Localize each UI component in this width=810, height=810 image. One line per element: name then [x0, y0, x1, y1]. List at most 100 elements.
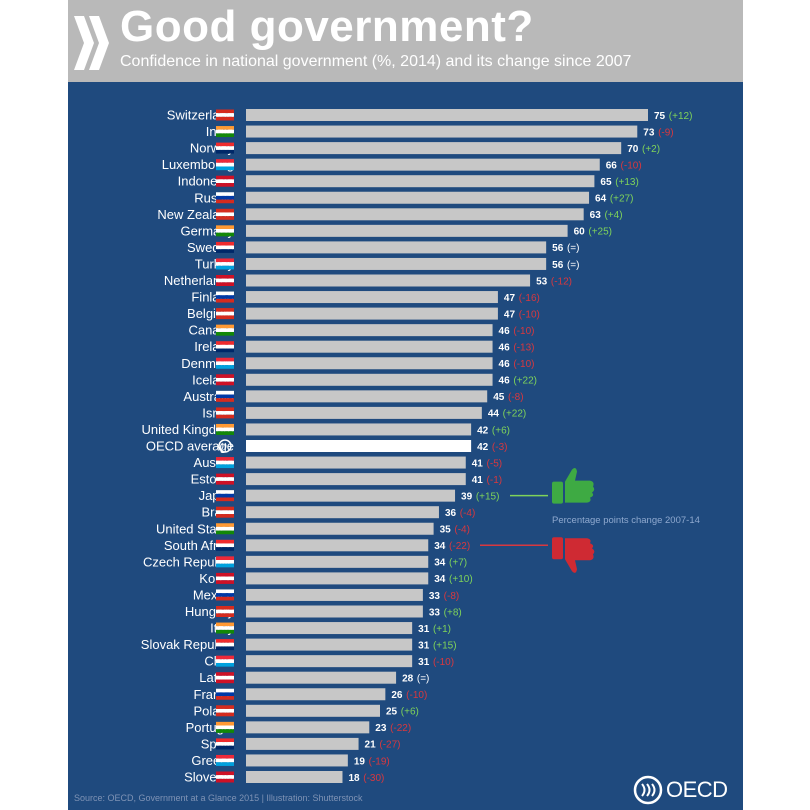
bar	[246, 340, 493, 353]
page-title: Good government?	[120, 2, 534, 51]
change-label: (=)	[567, 243, 580, 254]
infographic: Good government? Confidence in national …	[68, 0, 743, 810]
value-label: 60	[574, 227, 586, 238]
value-label: 31	[418, 657, 430, 668]
flag-icon	[216, 390, 234, 402]
bar	[246, 390, 488, 403]
category-label: United Kingdom	[142, 422, 235, 437]
bar	[246, 555, 429, 568]
flag-icon	[216, 407, 234, 419]
flag-icon	[216, 341, 234, 353]
flag-icon	[216, 672, 234, 684]
flag-icon	[216, 622, 234, 634]
change-label: (-22)	[449, 541, 470, 552]
value-label: 46	[499, 376, 511, 387]
change-label: (-8)	[444, 591, 460, 602]
bar	[246, 440, 472, 452]
legend-caption: Percentage points change 2007-14	[552, 515, 700, 526]
flag-icon	[216, 423, 234, 435]
bar	[246, 208, 584, 221]
change-label: (+15)	[476, 491, 500, 502]
flag-icon	[216, 556, 234, 568]
value-label: 42	[477, 425, 489, 436]
change-label: (-4)	[460, 508, 476, 519]
oecd-logo-text: OECD	[666, 777, 728, 802]
bar	[246, 522, 434, 535]
value-label: 47	[504, 309, 516, 320]
bar	[246, 191, 590, 204]
value-label: 31	[418, 640, 430, 651]
source-note: Source: OECD, Government at a Glance 201…	[74, 793, 363, 803]
flag-icon	[216, 258, 234, 270]
flag-icon	[216, 771, 234, 783]
flag-icon	[216, 308, 234, 320]
change-label: (+7)	[449, 558, 467, 569]
change-label: (+13)	[615, 177, 639, 188]
value-label: 46	[499, 326, 511, 337]
flag-icon	[216, 225, 234, 237]
bar	[246, 307, 498, 320]
bar	[246, 224, 568, 237]
flag-icon	[216, 738, 234, 750]
flag-icon	[216, 721, 234, 733]
value-label: 28	[402, 674, 414, 685]
bar	[246, 489, 456, 502]
bar	[246, 605, 423, 618]
flag-icon	[216, 506, 234, 518]
oecd-logo: OECD	[633, 775, 728, 805]
bar	[246, 125, 638, 138]
change-label: (-13)	[513, 343, 534, 354]
flag-icon	[216, 241, 234, 253]
value-label: 31	[418, 624, 430, 635]
bar	[246, 721, 370, 734]
category-label: Luxembourg	[162, 157, 234, 172]
value-label: 33	[429, 607, 441, 618]
bar	[246, 754, 348, 767]
flag-icon	[216, 159, 234, 171]
flag-icon	[216, 324, 234, 336]
change-label: (+27)	[610, 194, 634, 205]
flag-icon	[216, 490, 234, 502]
flag-icon	[216, 192, 234, 204]
change-label: (-1)	[487, 475, 503, 486]
change-label: (-10)	[513, 326, 534, 337]
category-label: New Zealand	[157, 207, 234, 222]
change-label: (+6)	[492, 425, 510, 436]
value-label: 41	[472, 475, 484, 486]
value-label: 35	[440, 525, 452, 536]
value-label: 44	[488, 409, 500, 420]
bar	[246, 539, 429, 552]
thumbs-down-icon	[552, 537, 595, 573]
bar	[246, 324, 493, 337]
value-label: 73	[643, 127, 655, 138]
value-label: 33	[429, 591, 441, 602]
flag-icon	[216, 175, 234, 187]
value-label: 70	[627, 144, 639, 155]
change-label: (+4)	[604, 210, 622, 221]
flag-icon	[216, 457, 234, 469]
value-label: 56	[552, 243, 564, 254]
value-label: 41	[472, 458, 484, 469]
flag-icon	[216, 109, 234, 121]
flag-icon	[216, 473, 234, 485]
bar	[246, 357, 493, 370]
bar	[246, 506, 439, 519]
value-label: 34	[434, 541, 446, 552]
change-label: (-10)	[621, 160, 642, 171]
bar	[246, 473, 466, 486]
change-label: (-10)	[406, 690, 427, 701]
change-label: (-12)	[551, 276, 572, 287]
bar	[246, 142, 622, 155]
value-label: 53	[536, 276, 548, 287]
value-label: 21	[365, 740, 377, 751]
value-label: 46	[499, 343, 511, 354]
value-label: 42	[477, 442, 489, 453]
bar	[246, 175, 595, 188]
bar	[246, 737, 359, 750]
change-label: (=)	[567, 260, 580, 271]
change-label: (=)	[417, 674, 430, 685]
flag-icon	[216, 275, 234, 286]
change-label: (-19)	[369, 756, 390, 767]
flag-icon	[216, 688, 234, 700]
bar	[246, 274, 531, 287]
